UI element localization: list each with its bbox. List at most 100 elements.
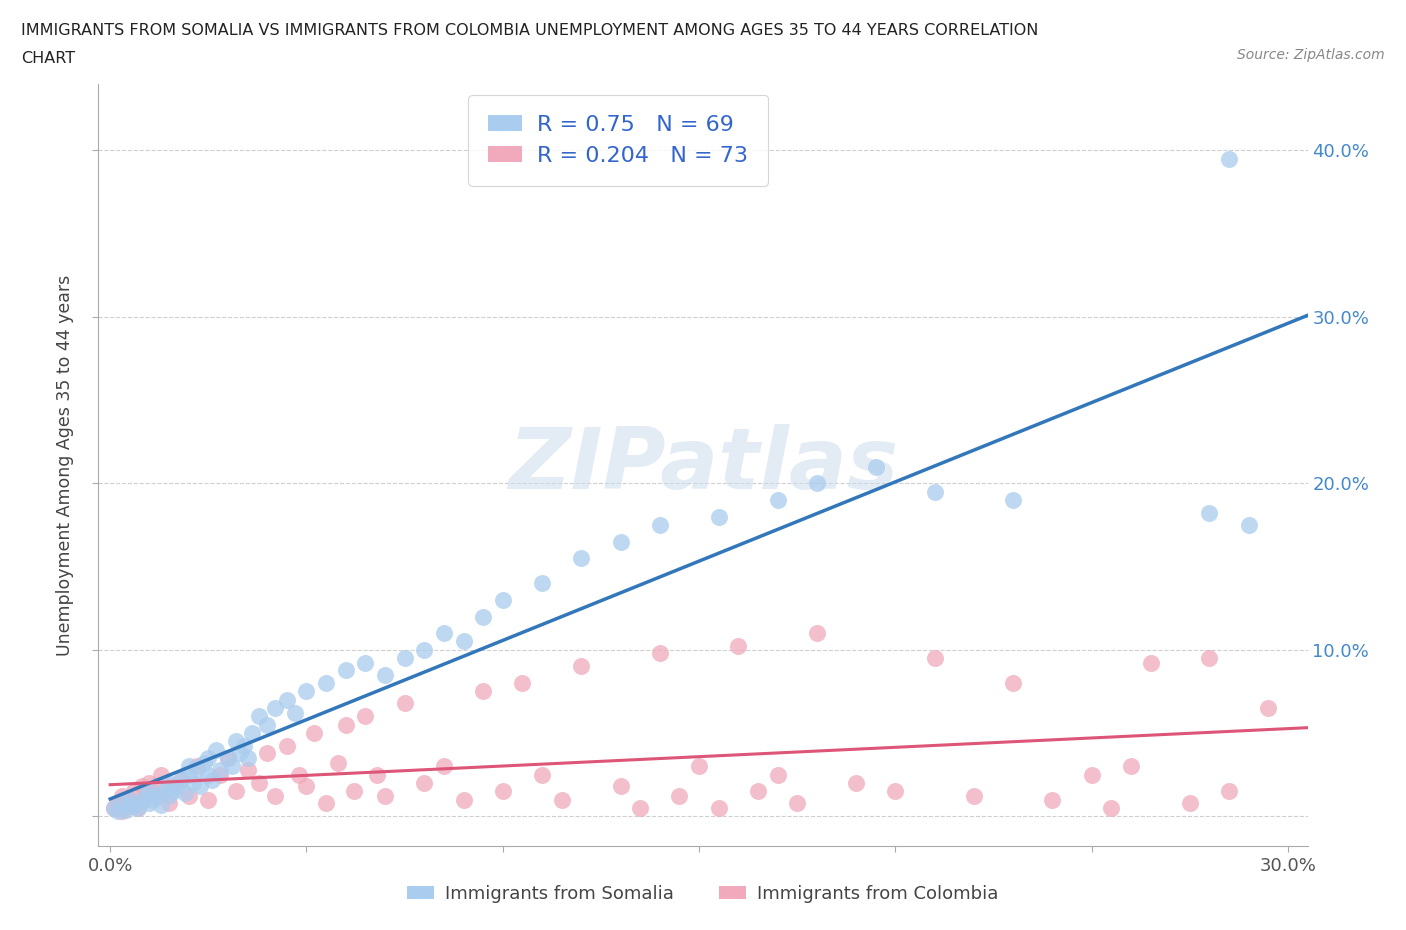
Point (193, 755, 215, 770)
Point (177, 767, 200, 782)
Point (118, 799, 141, 814)
Point (924, 485, 946, 499)
Point (190, 779, 212, 794)
Point (131, 779, 153, 794)
Point (276, 692, 298, 707)
Point (766, 493, 789, 508)
Point (1218, 152, 1240, 166)
Point (122, 797, 145, 812)
Point (531, 576, 554, 591)
Point (111, 795, 134, 810)
Point (146, 784, 169, 799)
Point (264, 789, 287, 804)
Point (512, 676, 534, 691)
Point (354, 656, 377, 671)
Point (247, 709, 270, 724)
Point (236, 751, 259, 765)
Text: IMMIGRANTS FROM SOMALIA VS IMMIGRANTS FROM COLOMBIA UNEMPLOYMENT AMONG AGES 35 T: IMMIGRANTS FROM SOMALIA VS IMMIGRANTS FR… (21, 23, 1039, 38)
Point (766, 767, 789, 782)
Point (354, 709, 377, 724)
Point (103, 801, 125, 816)
Point (225, 734, 247, 749)
Point (1002, 676, 1025, 691)
Point (209, 767, 232, 782)
Point (186, 763, 208, 777)
Point (707, 801, 730, 816)
Point (865, 459, 887, 474)
Point (609, 534, 631, 549)
Point (197, 751, 219, 765)
Point (197, 767, 219, 782)
Point (366, 767, 388, 782)
Point (138, 795, 160, 810)
Point (1178, 795, 1201, 810)
Point (173, 786, 195, 801)
Point (453, 634, 475, 649)
Point (205, 742, 228, 757)
Point (122, 784, 145, 799)
Point (295, 684, 318, 698)
Point (628, 801, 651, 816)
Point (264, 700, 287, 715)
Point (413, 643, 436, 658)
Point (135, 789, 157, 804)
Point (335, 662, 357, 677)
Point (569, 659, 592, 674)
Point (284, 706, 307, 721)
Point (1198, 651, 1220, 666)
Point (806, 476, 828, 491)
Point (394, 696, 416, 711)
Text: Source: ZipAtlas.com: Source: ZipAtlas.com (1237, 48, 1385, 62)
Point (177, 759, 200, 774)
Point (492, 592, 515, 607)
Point (201, 772, 224, 787)
Point (845, 776, 868, 790)
Point (433, 626, 456, 641)
Point (531, 767, 554, 782)
Point (315, 676, 337, 691)
Point (326, 755, 349, 770)
Point (232, 739, 254, 754)
Point (170, 772, 193, 787)
Point (413, 776, 436, 790)
Point (157, 776, 180, 790)
Point (727, 639, 749, 654)
Point (304, 725, 326, 740)
Point (111, 789, 134, 804)
Point (127, 801, 149, 816)
Point (138, 784, 160, 799)
Point (374, 668, 396, 683)
Point (747, 784, 769, 799)
Point (240, 725, 263, 740)
Point (107, 795, 129, 810)
Y-axis label: Unemployment Among Ages 35 to 44 years: Unemployment Among Ages 35 to 44 years (56, 274, 75, 656)
Point (1002, 493, 1025, 508)
Point (162, 779, 184, 794)
Point (162, 784, 184, 799)
Point (115, 803, 138, 817)
Point (648, 645, 671, 660)
Point (1080, 767, 1102, 782)
Point (177, 789, 200, 804)
Point (197, 792, 219, 807)
Point (550, 792, 572, 807)
Point (287, 767, 309, 782)
Point (142, 792, 165, 807)
Point (648, 517, 671, 532)
Point (963, 789, 986, 804)
Point (186, 759, 208, 774)
Point (247, 776, 270, 790)
Point (221, 759, 243, 774)
Point (1218, 784, 1240, 799)
Point (131, 794, 153, 809)
Point (118, 792, 141, 807)
Point (217, 751, 239, 765)
Point (135, 789, 157, 804)
Point (688, 759, 710, 774)
Point (107, 804, 129, 818)
Point (225, 784, 247, 799)
Point (884, 784, 907, 799)
Point (150, 767, 173, 782)
Point (1198, 506, 1220, 521)
Point (1119, 759, 1142, 774)
